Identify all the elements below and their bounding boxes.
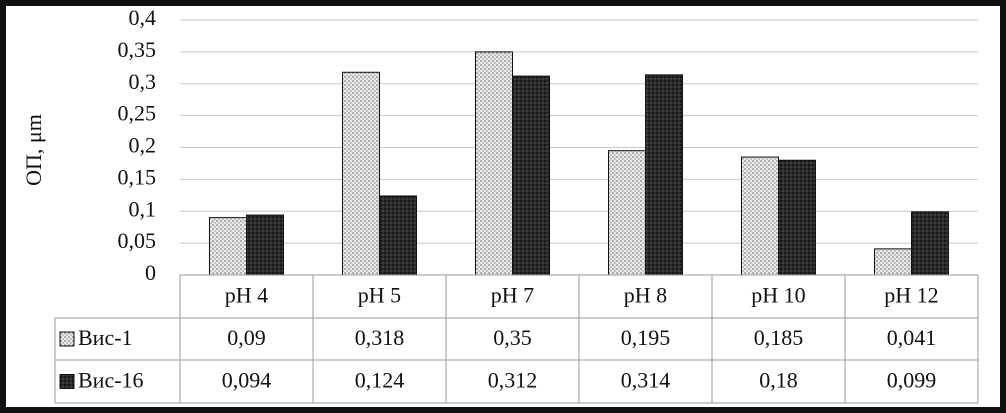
table-value: 0,312 [488,368,538,393]
y-tick-label: 0,35 [118,37,157,62]
table-value: 0,041 [887,325,937,350]
bar [475,51,513,276]
table-value: 0,185 [754,325,804,350]
y-tick-label: 0,4 [129,5,157,30]
x-tick-label: pH 4 [225,283,268,308]
table-value: 0,099 [887,368,937,393]
y-tick-label: 0,3 [129,69,157,94]
bar [512,75,550,276]
x-tick-label: pH 7 [491,283,534,308]
y-tick-label: 0,15 [118,164,157,189]
bar [645,74,683,276]
table-value: 0,195 [621,325,671,350]
bar [778,159,816,276]
table-value: 0,094 [222,368,272,393]
bar [379,195,417,276]
x-tick-label: pH 5 [358,283,401,308]
table-value: 0,314 [621,368,671,393]
bar [209,217,247,276]
bar [741,156,779,276]
legend-swatch [59,374,75,389]
y-tick-label: 0 [145,260,156,285]
legend-label: Вис-1 [78,325,133,350]
bar [874,248,912,276]
y-tick-label: 0,05 [118,228,157,253]
x-tick-label: pH 12 [884,283,938,308]
bar [246,214,284,276]
table-value: 0,35 [493,325,532,350]
table-value: 0,09 [227,325,266,350]
y-axis-label: ОП, μm [21,114,46,186]
y-tick-label: 0,1 [129,196,157,221]
bar [608,150,646,276]
table-value: 0,18 [759,368,798,393]
bar [342,71,380,276]
legend-label: Вис-16 [78,368,144,393]
y-tick-label: 0,2 [129,133,157,158]
bar [911,211,949,276]
table-value: 0,124 [355,368,405,393]
x-tick-label: pH 8 [624,283,667,308]
x-tick-label: pH 10 [751,283,805,308]
legend-swatch [59,331,75,347]
table-value: 0,318 [355,325,405,350]
y-tick-label: 0,25 [118,101,157,126]
